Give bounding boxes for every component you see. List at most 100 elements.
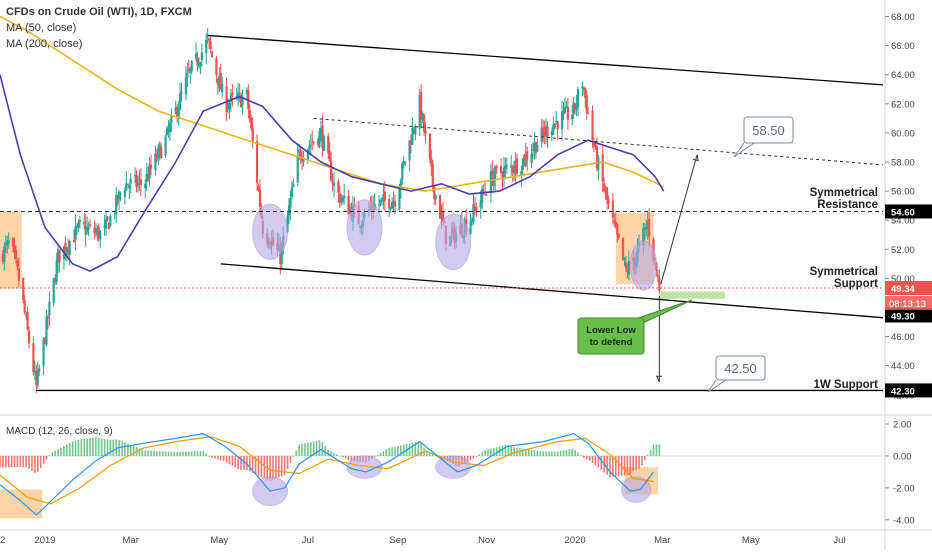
macd-hist-bar-neg <box>283 455 286 476</box>
candle-up <box>237 92 240 99</box>
candle-down <box>250 118 253 129</box>
candle-down <box>16 260 19 267</box>
macd-purple-ellipse <box>346 455 383 479</box>
macd-hist-bar-neg <box>609 455 611 478</box>
y-tick-label: 54.00 <box>891 216 915 227</box>
candle-up <box>136 182 140 186</box>
candle-up <box>494 166 497 181</box>
macd-signal-line <box>0 436 654 505</box>
macd-hist-bar-pos <box>121 441 123 456</box>
macd-hist-bar-neg <box>475 455 478 457</box>
candle-down <box>72 239 76 243</box>
candle-down <box>67 247 70 252</box>
candle-up <box>520 171 523 176</box>
macd-hist-bar-pos <box>330 451 332 456</box>
candle-up <box>402 161 405 165</box>
macd-hist-bar-neg <box>231 455 234 466</box>
candle-down <box>626 269 629 273</box>
candle-down <box>97 226 100 240</box>
candle-up <box>174 107 177 114</box>
projection-arrow <box>660 154 698 285</box>
candle-up <box>401 163 404 180</box>
candle-up <box>563 107 567 113</box>
candle-down <box>210 51 214 57</box>
macd-hist-bar-neg <box>278 455 280 478</box>
macd-purple-ellipse <box>621 476 652 503</box>
x-tick-label: Nov <box>478 535 495 546</box>
candle-up <box>389 207 392 210</box>
candle-up <box>189 67 192 73</box>
candle-down <box>46 316 50 319</box>
macd-hist-bar-pos <box>51 452 54 456</box>
candle-down <box>54 281 57 283</box>
macd-hist-bar-pos <box>530 449 533 456</box>
macd-hist-bar-neg <box>344 455 347 459</box>
macd-hist-bar-pos <box>141 449 144 456</box>
macd-hist-bar-neg <box>39 455 42 468</box>
x-tick-label: Mar <box>654 535 670 546</box>
price-tag <box>885 383 932 398</box>
candle-up <box>627 261 630 275</box>
candle-up <box>78 220 81 222</box>
macd-hist-bar-pos <box>487 449 489 456</box>
macd-y-tick-label: 2.00 <box>893 420 912 431</box>
macd-hist-bar-neg <box>623 455 626 476</box>
candle-up <box>377 204 381 206</box>
candle-down <box>383 191 386 201</box>
candle-down <box>430 158 433 167</box>
candle-down <box>225 86 228 113</box>
candle-down <box>585 95 588 113</box>
candle-up <box>178 93 182 110</box>
price-tag-label: 42.30 <box>891 386 915 397</box>
candle-up <box>472 203 475 223</box>
macd-hist-bar-pos <box>153 450 155 456</box>
candle-down <box>135 175 138 187</box>
y-tick-label: 66.00 <box>891 41 915 52</box>
candle-up <box>168 123 172 133</box>
candle-up <box>514 160 517 174</box>
target-callout-58-50-box <box>743 116 794 144</box>
candle-up <box>129 178 132 184</box>
macd-hist-bar-neg <box>243 455 245 471</box>
macd-hist-bar-pos <box>646 454 649 456</box>
macd-hist-bar-pos <box>68 443 71 456</box>
macd-hist-bar-pos <box>504 444 507 456</box>
macd-hist-bar-pos <box>568 449 571 456</box>
macd-hist-bar-neg <box>638 455 640 469</box>
y-tick-label: 68.00 <box>891 12 915 23</box>
candle-up <box>533 142 536 152</box>
candle-up <box>109 215 112 226</box>
candle-down <box>311 141 314 143</box>
purple-bottom-ellipse <box>629 240 657 291</box>
macd-hist-bar-neg <box>469 455 472 461</box>
y-tick-label: 52.00 <box>891 245 915 256</box>
candle-up <box>540 127 543 142</box>
candle-up <box>36 370 39 386</box>
target-callout-42-50-pointer <box>707 379 727 393</box>
candle-up <box>86 227 89 233</box>
macd-hist-bar-pos <box>298 444 300 456</box>
macd-hist-bar-pos <box>74 440 77 456</box>
y-tick-label: 62.00 <box>891 99 915 110</box>
candle-up <box>308 145 311 149</box>
candle-down <box>238 92 241 94</box>
candle-down <box>300 158 304 161</box>
candle-down <box>14 249 18 260</box>
candle-down <box>658 277 661 291</box>
macd-hist-bar-pos <box>556 451 559 456</box>
candle-up <box>521 158 524 171</box>
candle-down <box>196 56 199 65</box>
lower-low-note-text: Lower Low <box>586 325 636 336</box>
macd-hist-bar-pos <box>138 448 141 456</box>
candle-up <box>38 368 41 372</box>
macd-hist-bar-neg <box>19 455 22 467</box>
candle-down <box>155 155 158 160</box>
macd-hist-bar-pos <box>524 448 527 456</box>
candle-down <box>604 190 607 192</box>
candle-up <box>104 219 108 229</box>
candle-up <box>322 135 325 152</box>
macd-y-tick-label: -2.00 <box>893 483 915 494</box>
macd-hist-bar-pos <box>533 450 536 456</box>
macd-hist-bar-neg <box>237 455 239 470</box>
macd-hist-bar-pos <box>574 449 576 456</box>
